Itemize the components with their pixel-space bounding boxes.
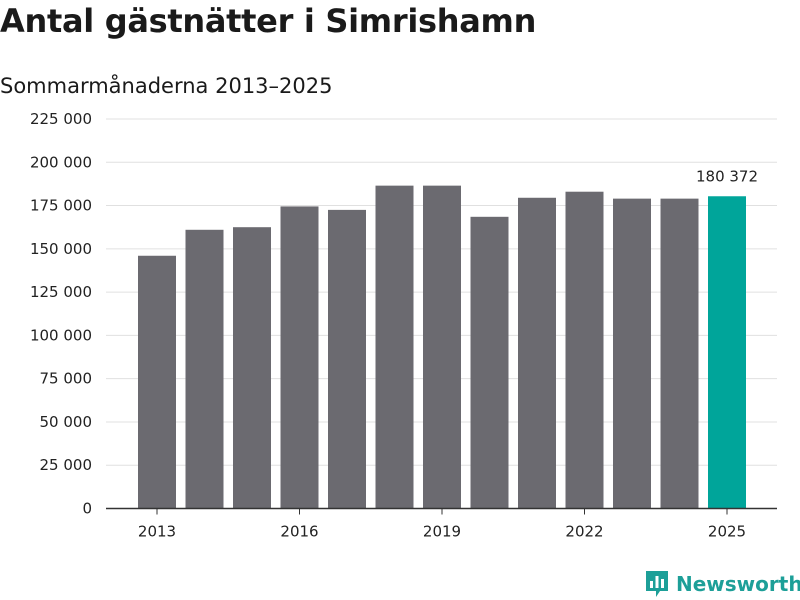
chart-title: Antal gästnätter i Simrishamn — [0, 2, 537, 40]
brand-name: Newsworthy — [676, 572, 800, 596]
bar-2021 — [518, 197, 556, 509]
x-tick-label: 2013 — [138, 523, 176, 541]
y-tick-label: 200 000 — [30, 153, 92, 171]
x-axis: 2013 2016 2019 2022 2025 — [106, 507, 777, 541]
newsworthy-brand: Newsworthy — [644, 568, 800, 600]
y-tick-label: 100 000 — [30, 326, 92, 344]
bar-2019 — [423, 185, 461, 509]
bar-chart-logo-icon — [646, 571, 668, 597]
y-tick-label: 25 000 — [40, 456, 93, 474]
bar-2025 — [708, 196, 746, 509]
data-label: 180 372 — [696, 167, 758, 185]
y-tick-label: 75 000 — [40, 370, 93, 388]
y-tick-label: 225 000 — [30, 110, 92, 128]
bar-2015 — [233, 227, 271, 509]
bar-2022 — [565, 191, 604, 509]
chart-subtitle: Sommarmånaderna 2013–2025 — [0, 74, 333, 98]
bar-2018 — [375, 185, 414, 509]
x-tick-label: 2019 — [423, 523, 461, 541]
y-tick-label: 50 000 — [40, 413, 93, 431]
bar-2023 — [613, 198, 651, 509]
bar-2020 — [470, 216, 509, 509]
y-axis-tick-labels: 0 25 000 50 000 75 000 100 000 125 000 150 000… — [30, 110, 92, 518]
bar-2017 — [328, 209, 366, 509]
bar-2013 — [138, 255, 176, 509]
bar-2014 — [185, 229, 224, 509]
y-tick-label: 150 000 — [30, 240, 92, 258]
y-tick-label: 125 000 — [30, 283, 92, 301]
y-tick-label: 0 — [82, 500, 92, 518]
x-tick-label: 2025 — [708, 523, 746, 541]
bar-2016 — [280, 206, 319, 509]
bar-2024 — [660, 198, 699, 509]
x-tick-label: 2016 — [280, 523, 318, 541]
bars — [138, 185, 746, 509]
data-labels: 180 372 — [696, 167, 758, 185]
y-tick-label: 175 000 — [30, 197, 92, 215]
x-tick-label: 2022 — [565, 523, 603, 541]
